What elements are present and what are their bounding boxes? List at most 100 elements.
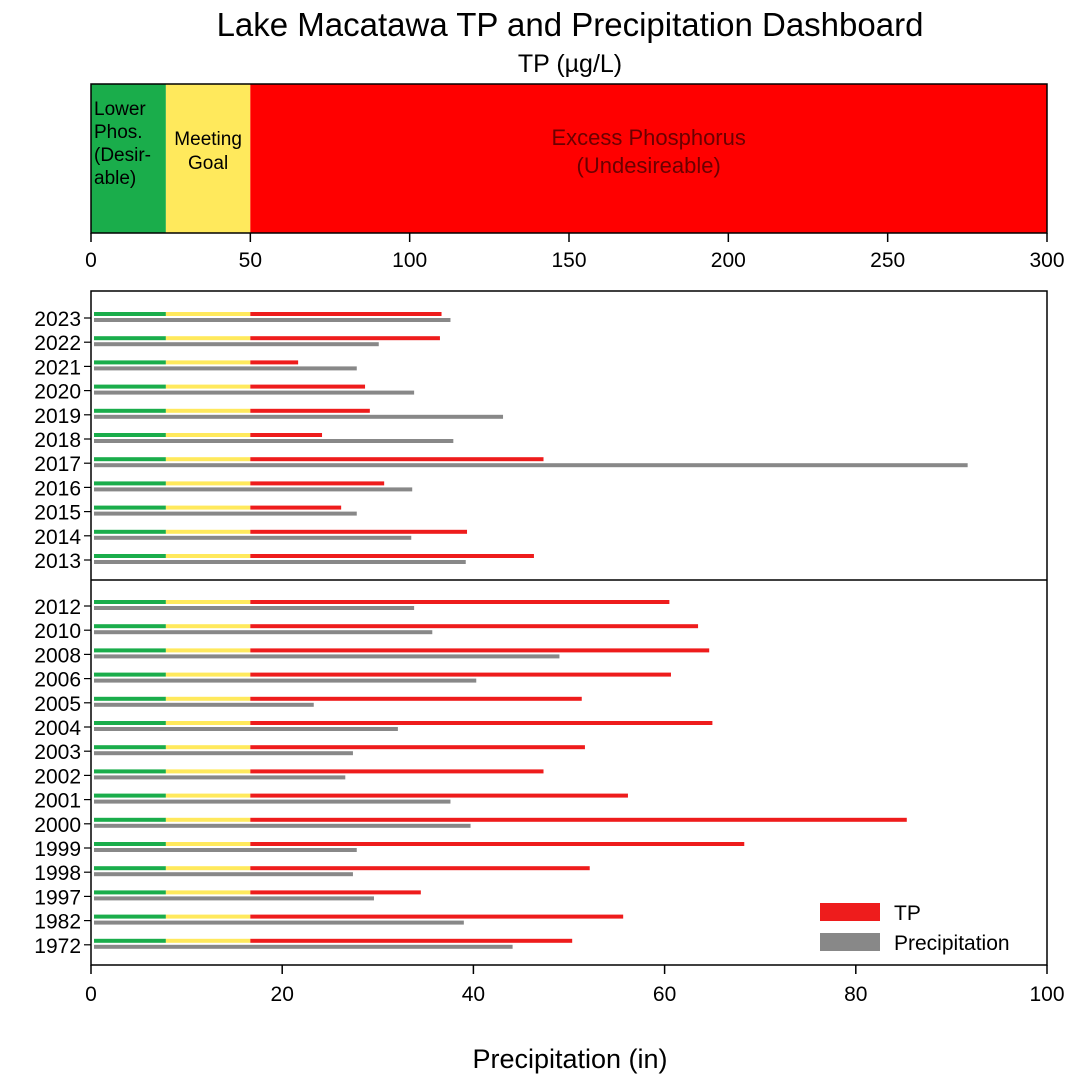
tp-bar [250,914,624,919]
tp-bar [94,890,166,895]
tp-bar [94,696,166,701]
tp-bar [94,938,166,943]
precipitation-bar [94,390,415,395]
precipitation-axis: 0 20 40 60 80 100 [85,965,1065,1006]
precipitation-bar [94,751,353,756]
bar-series [94,312,968,949]
tp-bar [165,793,251,798]
year-labels: 2023202220212020201920182017201620152014… [34,308,91,958]
precip-tick-label: 80 [844,983,867,1006]
legend: TP Precipitation [820,902,1010,955]
year-label: 2005 [34,693,81,716]
precipitation-bar [94,414,504,419]
tp-axis-label: TP (µg/L) [518,50,622,78]
precipitation-bar [94,872,353,877]
tp-bar [165,866,251,871]
tp-bar [94,336,166,341]
zone-label-line: Lower [94,99,146,120]
tp-bar [250,696,582,701]
tp-bar [165,457,251,462]
year-label: 2004 [34,717,81,740]
precipitation-bar [94,799,451,804]
tp-bar [94,672,166,677]
zone-rect [165,84,251,233]
year-label: 1997 [34,886,81,909]
tp-bar [165,554,251,558]
tp-bar [94,457,166,462]
year-label: 2020 [34,381,81,404]
tp-bar [165,672,251,677]
tp-bar [165,481,251,486]
precip-tick-label: 60 [653,983,676,1006]
zone-label-line: Meeting [174,129,242,150]
precipitation-bar [94,727,398,731]
year-label: 2010 [34,620,81,643]
precipitation-bar [94,463,968,468]
zone-label-line: (Undesireable) [577,153,721,178]
legend-swatch [820,933,880,951]
x-axis-label: Precipitation (in) [472,1044,667,1074]
year-label: 1999 [34,838,81,861]
tp-tick-label: 50 [239,249,262,272]
year-label: 2016 [34,477,81,500]
tp-tick-label: 150 [551,249,586,272]
tp-bar [250,408,370,413]
precipitation-bar [94,702,314,707]
tp-bar [94,360,166,365]
legend-label: TP [894,902,921,925]
panel-frames [90,290,1048,966]
zone-label-line: Phos. [94,122,143,143]
year-label: 2015 [34,502,81,525]
year-label: 2012 [34,596,81,619]
tp-bar [250,505,342,510]
tp-axis: 0 50 100 150 200 250 300 [85,233,1065,272]
year-label: 2023 [34,308,81,331]
precip-tick-label: 40 [462,983,485,1006]
year-label: 2013 [34,550,81,573]
tp-bar [94,745,166,750]
tp-bar [94,624,166,629]
precipitation-bar [94,560,466,564]
tp-bar [94,505,166,510]
tp-bar [165,312,251,316]
precipitation-bar [94,920,464,925]
precipitation-bar [94,630,433,635]
year-label: 2017 [34,453,81,476]
precipitation-bar [94,366,357,371]
tp-bar [250,600,670,604]
tp-bar [250,648,710,653]
tp-bar [94,529,166,534]
tp-bar [165,408,251,413]
precipitation-bar [94,654,560,659]
tp-bar [250,529,468,534]
tp-bar [94,817,166,822]
tp-bar [94,793,166,798]
tp-bar [250,890,421,895]
tp-bar [94,312,166,316]
tp-bar [250,842,745,846]
year-label: 1998 [34,862,81,885]
tp-bar [165,384,251,389]
tp-tick-label: 200 [711,249,746,272]
year-label: 1972 [34,935,81,958]
zone-label: Meeting Goal [174,129,242,174]
precipitation-bar [94,439,454,443]
year-label: 2006 [34,669,81,692]
tp-bar [250,360,299,365]
tp-bar [250,433,323,437]
year-label: 2019 [34,405,81,428]
tp-bar [94,554,166,558]
tp-bar [94,721,166,725]
year-label: 2002 [34,765,81,788]
tp-bar [165,745,251,750]
zone-rect [250,84,1048,233]
year-label: 1982 [34,911,81,934]
tp-bar [165,624,251,629]
precipitation-bar [94,775,346,780]
precip-tick-label: 0 [85,983,97,1006]
tp-bar [165,360,251,365]
tp-bar [94,866,166,871]
precipitation-bar [94,896,374,901]
precip-tick-label: 20 [271,983,294,1006]
tp-bar [165,914,251,919]
